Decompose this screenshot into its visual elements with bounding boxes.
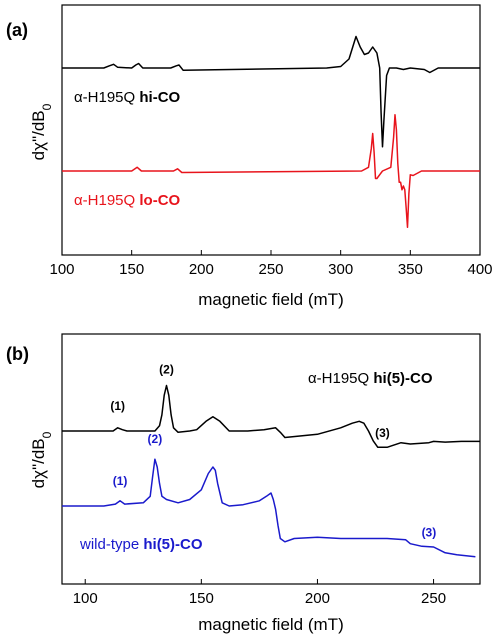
x-tick-label: 150 (189, 590, 214, 607)
x-tick-label: 400 (467, 261, 492, 278)
panel-b-x-axis-label: magnetic field (mT) (198, 615, 343, 634)
peak-label: (3) (375, 426, 390, 440)
panel-a-x-axis-label: magnetic field (mT) (198, 290, 343, 309)
series-line-0 (62, 35, 480, 148)
x-tick-label: 250 (421, 590, 446, 607)
x-tick-label: 100 (73, 590, 98, 607)
peak-label: (1) (113, 474, 128, 488)
panel-a-traces (62, 35, 480, 229)
series-line-1 (62, 114, 480, 229)
peak-label: (2) (159, 363, 174, 377)
legend-h195q-lo-co: α-H195Q lo-CO (74, 192, 181, 209)
legend-h195q-hi5-co: α-H195Q hi(5)-CO (308, 370, 433, 387)
x-tick-label: 300 (328, 261, 353, 278)
panel-b-y-axis-label: dχ"/dB0 (29, 431, 54, 488)
panel-a: (a) 100 150 200 250 300 350 400 α-H195Q hi-CO … (6, 4, 493, 309)
series-line-0 (62, 384, 480, 449)
series-line-1 (62, 458, 476, 558)
legend-h195q-hi-co: α-H195Q hi-CO (74, 89, 181, 106)
legend-wild-type-hi5-co: wild-type hi(5)-CO (79, 536, 203, 553)
panel-b-peak-labels: (1) (2) (3) (1) (2) (3) (110, 363, 436, 540)
panel-b-traces (62, 384, 480, 558)
x-tick-label: 250 (258, 261, 283, 278)
panel-a-frame (61, 4, 481, 256)
peak-label: (2) (148, 432, 163, 446)
panel-b-frame (61, 333, 481, 585)
panel-b-label: (b) (6, 344, 29, 364)
panel-b-x-ticks: 100 150 200 250 (73, 579, 446, 607)
x-tick-label: 100 (49, 261, 74, 278)
panel-a-x-ticks: 100 150 200 250 300 350 400 (49, 250, 493, 278)
panel-b: (b) 100 150 200 250 (1) (2) (3) (1) (2) (3) α-H1… (6, 333, 481, 634)
panel-a-label: (a) (6, 20, 28, 40)
x-tick-label: 200 (305, 590, 330, 607)
x-tick-label: 350 (398, 261, 423, 278)
peak-label: (1) (110, 399, 125, 413)
x-tick-label: 150 (119, 261, 144, 278)
peak-label: (3) (422, 525, 437, 539)
x-tick-label: 200 (189, 261, 214, 278)
panel-a-y-axis-label: dχ"/dB0 (29, 103, 54, 160)
